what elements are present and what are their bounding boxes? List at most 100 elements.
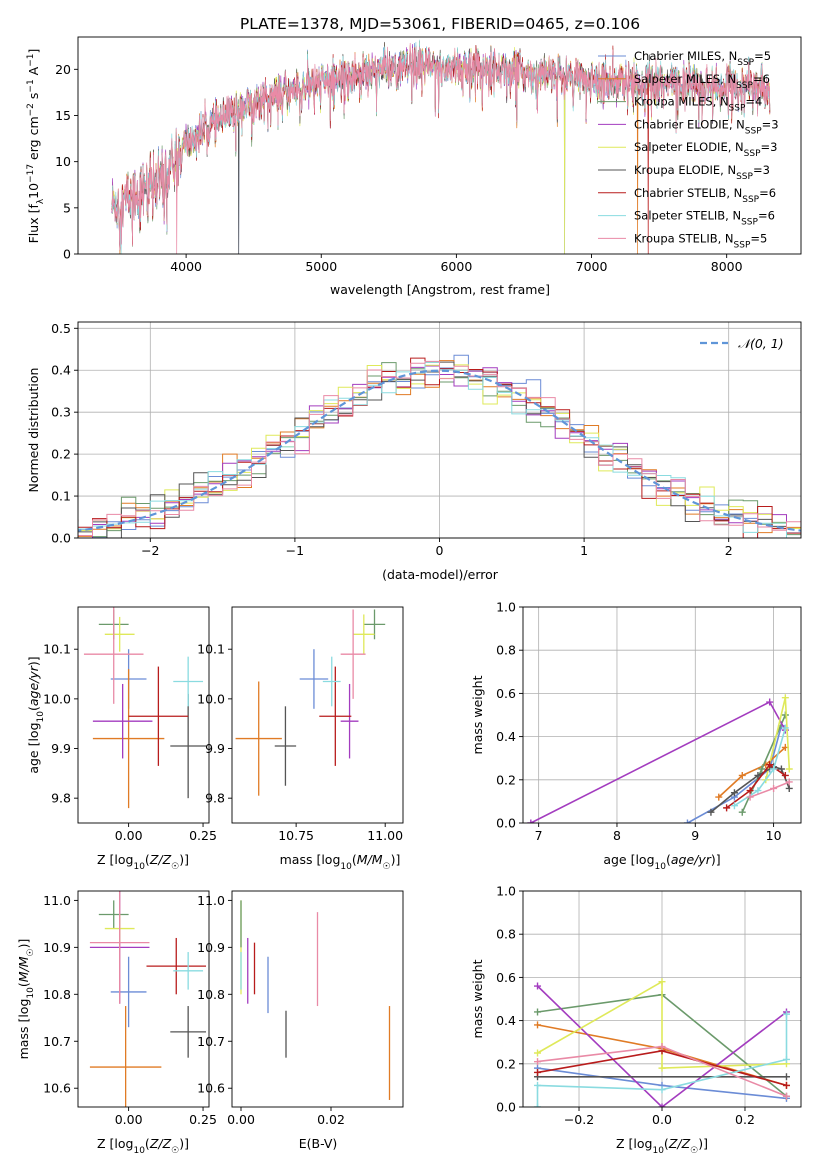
- weight-series: [534, 978, 790, 1072]
- label-part: )]: [391, 852, 401, 867]
- plot-area: [527, 694, 793, 823]
- label-part: (: [664, 1136, 669, 1151]
- label-part: SSP: [741, 218, 758, 228]
- x-tick-label: 8: [613, 828, 621, 843]
- y-axis-label: mass [log10(M/M☉)]: [16, 939, 36, 1060]
- x-tick-label: 7: [535, 828, 543, 843]
- series-marker: [534, 1021, 542, 1029]
- error-bar-point: [128, 666, 189, 766]
- legend-label: Salpeter MILES, NSSP=6: [634, 72, 770, 91]
- error-bar-point: [104, 616, 135, 652]
- error-bar-point: [170, 1006, 207, 1058]
- y-tick-label: 0: [63, 247, 71, 262]
- error-bar-point: [92, 683, 153, 759]
- label-part: Salpeter ELODIE, N: [634, 140, 744, 154]
- label-part: s: [26, 93, 41, 104]
- legend-label: 𝒩(0, 1): [738, 336, 784, 351]
- label-part: (: [666, 852, 671, 867]
- error-bar-point: [170, 693, 207, 799]
- label-part: 10: [652, 1146, 664, 1156]
- y-tick-label: 10.0: [43, 691, 71, 706]
- y-tick-label: 1.0: [496, 600, 516, 615]
- y-tick-label: 0.6: [496, 686, 516, 701]
- y-tick-label: 0.0: [51, 531, 71, 546]
- series-line: [537, 980, 787, 1069]
- legend-label: Kroupa STELIB, NSSP=5: [634, 231, 767, 250]
- y-tick-label: 0.4: [496, 729, 516, 744]
- error-bar-point: [92, 669, 165, 809]
- y-tick-label: 10.7: [43, 1034, 71, 1049]
- series-line: [726, 763, 786, 809]
- histogram-series: [78, 360, 801, 538]
- y-tick-label: 10.9: [197, 940, 225, 955]
- y-tick-label: 0.5: [51, 321, 71, 336]
- label-part: 10: [340, 862, 352, 872]
- y-tick-label: 10.9: [43, 940, 71, 955]
- series-marker: [746, 787, 754, 795]
- series-marker: [658, 1103, 666, 1107]
- y-tick-label: 0.1: [51, 489, 71, 504]
- series-marker: [534, 1081, 542, 1089]
- figure-title: PLATE=1378, MJD=53061, FIBERID=0465, z=0…: [240, 15, 640, 33]
- label-part: SSP: [744, 149, 761, 159]
- chart-age-vs-mass: 10.75 11.00 9.8 9.9 10.0 10.1 mass [log10(M/M☉…: [197, 606, 404, 872]
- error-bar-point: [98, 900, 129, 929]
- x-tick-label: 6000: [440, 259, 472, 274]
- label-part: Flux [f: [26, 204, 41, 244]
- label-part: )]: [179, 852, 189, 867]
- series-line: [530, 701, 786, 823]
- error-bar-point: [173, 952, 204, 990]
- series-marker: [534, 1049, 542, 1057]
- label-part: ☉: [690, 1146, 698, 1156]
- error-bar-point: [322, 656, 341, 707]
- weight-series: [534, 1043, 790, 1100]
- series-marker: [766, 761, 774, 769]
- y-tick-label: 10.7: [197, 1034, 225, 1049]
- chart-mass-vs-EBV: 0.00 0.02 10.6 10.7 10.8 10.9 11.0 E(B-V): [197, 890, 404, 1151]
- label-part: (: [26, 706, 41, 711]
- x-tick-label: 9: [691, 828, 699, 843]
- series-line: [718, 746, 786, 798]
- y-tick-label: 0.4: [496, 1013, 516, 1028]
- series-marker: [785, 784, 793, 792]
- weight-series: [730, 724, 789, 810]
- label-part: −17: [26, 164, 36, 183]
- y-axis-label: Normed distribution: [26, 368, 41, 493]
- x-axis-label: Z [log10(Z/Z☉)]: [616, 1136, 708, 1156]
- x-tick-label: 10: [766, 828, 782, 843]
- error-bar-point: [235, 681, 282, 796]
- error-bar-point: [319, 666, 352, 766]
- series-marker: [527, 819, 535, 823]
- label-part: SSP: [736, 81, 753, 91]
- label-part: SSP: [734, 240, 751, 250]
- error-bar-point: [274, 706, 297, 786]
- y-tick-label: 10.1: [43, 642, 71, 657]
- x-tick-label: 2: [725, 543, 733, 558]
- chart-residuals: −2 −1 0 1 2 0.0 0.1 0.2 0.3 0.4 0.5 (data-model)/er…: [26, 321, 802, 582]
- series-marker: [723, 804, 731, 812]
- x-axis-label: Z [log10(Z/Z☉)]: [97, 852, 189, 872]
- series-marker: [730, 789, 738, 797]
- label-part: ☉: [171, 1146, 179, 1156]
- series-marker: [534, 1068, 542, 1076]
- label-part: Chabrier MILES, N: [634, 49, 737, 63]
- plot-area: [78, 354, 801, 538]
- x-tick-label: 0.02: [317, 1112, 345, 1127]
- label-part: SSP: [729, 104, 746, 114]
- axes-frame: [77, 890, 210, 1108]
- axes-frame: [77, 321, 802, 539]
- x-tick-label: −0.2: [564, 1112, 594, 1127]
- series-marker: [777, 765, 785, 773]
- series-marker: [746, 793, 754, 801]
- y-tick-label: 10.8: [197, 987, 225, 1002]
- series-marker: [758, 765, 766, 773]
- series-marker: [658, 978, 666, 986]
- y-tick-label: 9.8: [51, 791, 71, 806]
- series-marker: [782, 1092, 790, 1100]
- series-marker: [782, 1010, 790, 1018]
- error-bar-point: [110, 956, 147, 1028]
- y-tick-label: 0.2: [496, 772, 516, 787]
- error-bar-point: [146, 937, 207, 995]
- label-part: age/yr: [26, 665, 41, 706]
